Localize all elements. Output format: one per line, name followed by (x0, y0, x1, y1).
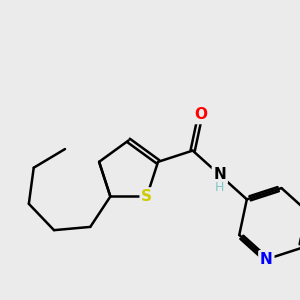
Text: N: N (260, 252, 273, 267)
Text: N: N (213, 167, 226, 182)
Text: S: S (141, 189, 152, 204)
Text: H: H (215, 181, 224, 194)
Text: O: O (194, 107, 207, 122)
